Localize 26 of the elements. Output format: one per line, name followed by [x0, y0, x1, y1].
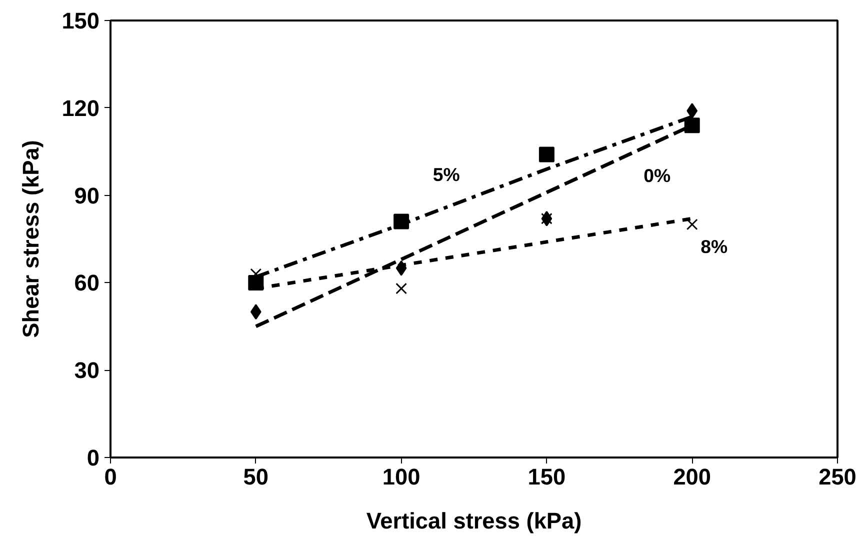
y-tick-label: 60 — [74, 270, 100, 296]
x-tick-label: 50 — [243, 464, 269, 490]
point — [248, 274, 264, 290]
point — [250, 304, 262, 320]
point — [394, 214, 410, 230]
x-tick-label: 100 — [382, 464, 420, 490]
x-tick-label: 250 — [818, 464, 856, 490]
point — [686, 218, 698, 230]
y-tick-label: 30 — [74, 357, 100, 384]
y-tick-label: 120 — [62, 94, 100, 121]
x-axis-title: Vertical stress (kPa) — [366, 508, 582, 534]
y-axis-title: Shear stress (kPa) — [18, 140, 44, 338]
x-tick-label: 0 — [104, 464, 117, 490]
x-tick-label: 200 — [673, 464, 712, 490]
y-tick-label: 150 — [62, 8, 100, 34]
point — [396, 260, 407, 276]
series-label: 5% — [432, 164, 460, 185]
point — [684, 118, 700, 134]
point — [538, 146, 554, 162]
point — [686, 103, 698, 119]
y-tick-label: 90 — [74, 182, 100, 208]
point — [396, 282, 407, 294]
series-label: 8% — [700, 236, 728, 258]
x-tick-label: 150 — [528, 464, 566, 490]
y-tick-label: 0 — [86, 444, 100, 470]
series-label: 0% — [644, 164, 671, 186]
